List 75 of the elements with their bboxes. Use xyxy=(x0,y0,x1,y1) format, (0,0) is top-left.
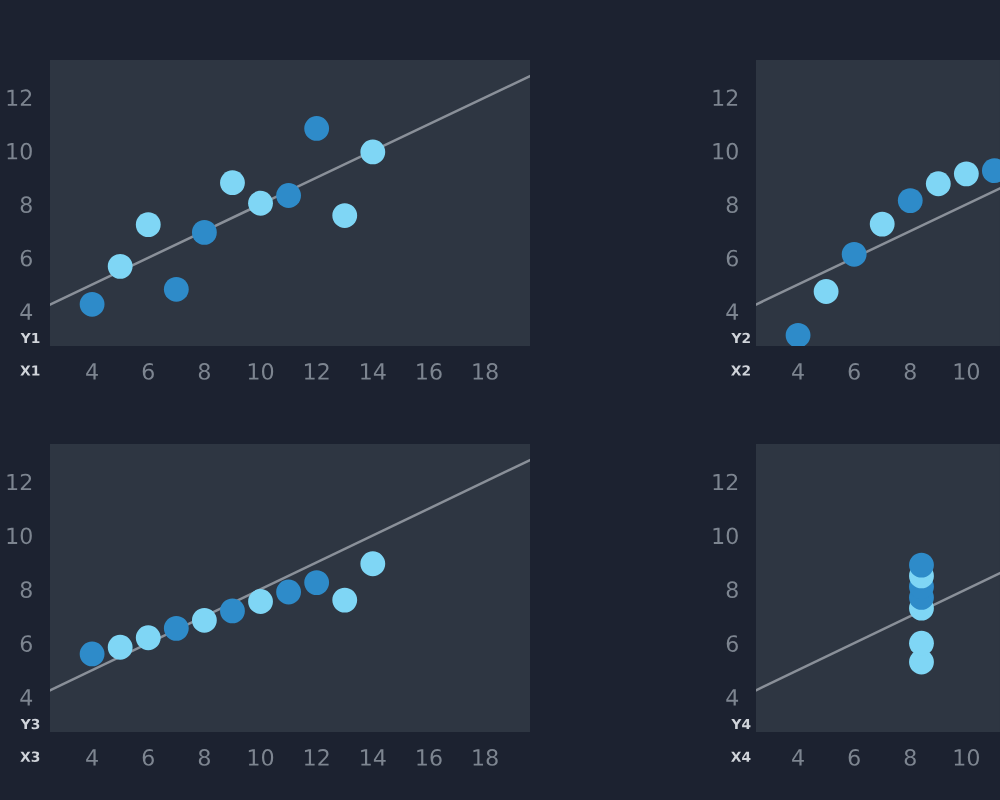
y-tick-label: 6 xyxy=(20,249,32,267)
point xyxy=(135,212,161,238)
y-tick-label: 4 xyxy=(20,689,33,706)
x-tick-label: 10 xyxy=(248,363,274,380)
x-tick-label: 10 xyxy=(954,363,980,380)
point xyxy=(79,641,105,667)
y-tick-label: 8 xyxy=(20,196,32,214)
y-tick-label: 12 xyxy=(713,89,738,106)
x-tick-label: 8 xyxy=(904,363,916,380)
point xyxy=(909,630,934,656)
point xyxy=(163,276,189,302)
x-tick-label: 14 xyxy=(361,363,386,380)
x-tick-label: 6 xyxy=(142,749,154,766)
point xyxy=(360,551,386,577)
point xyxy=(276,183,302,208)
y-tick-label: 4 xyxy=(726,689,739,706)
y-tick-label: 8 xyxy=(726,581,738,599)
point xyxy=(304,116,330,141)
x-tick-label: 4 xyxy=(792,363,804,380)
x-tick-label: 10 xyxy=(248,749,274,766)
point xyxy=(909,552,934,578)
y-tick-label: 6 xyxy=(726,635,738,652)
point xyxy=(360,139,386,165)
y-tick-label: 8 xyxy=(726,196,738,214)
x-tick-label: 8 xyxy=(904,749,916,766)
point xyxy=(841,241,867,267)
point xyxy=(220,170,245,196)
x-tick-label: 12 xyxy=(304,363,329,380)
x-tick-label: 8 xyxy=(198,749,210,766)
point xyxy=(925,171,951,197)
x-tick-label: 10 xyxy=(954,749,980,766)
x-tick-label: 16 xyxy=(417,363,442,380)
point xyxy=(869,211,895,237)
y-tick-label: 12 xyxy=(7,473,32,491)
y-tick-label: 6 xyxy=(20,635,32,652)
point xyxy=(785,322,811,346)
point xyxy=(79,291,105,317)
point xyxy=(897,188,923,214)
x-tick-label: 6 xyxy=(142,363,154,380)
point xyxy=(304,570,330,596)
point xyxy=(163,615,189,641)
point xyxy=(953,161,979,187)
point xyxy=(248,190,273,216)
x-tick-label: 4 xyxy=(86,749,98,766)
x-tick-label: 14 xyxy=(361,749,386,766)
point xyxy=(248,589,273,614)
y-tick-label: 4 xyxy=(726,303,739,320)
point xyxy=(332,587,358,613)
x-tick-label: 8 xyxy=(198,363,210,380)
point xyxy=(191,219,217,245)
x-tick-label: 18 xyxy=(473,749,498,766)
point xyxy=(813,279,839,304)
point xyxy=(220,598,245,624)
point xyxy=(276,579,302,605)
y-tick-label: 12 xyxy=(713,473,738,491)
x-tick-label: 12 xyxy=(304,749,329,766)
point xyxy=(332,203,358,228)
point xyxy=(135,625,161,651)
y-tick-label: 10 xyxy=(7,142,32,160)
y-tick-label: 12 xyxy=(7,89,32,106)
x-tick-label: 6 xyxy=(848,749,860,766)
point xyxy=(191,607,217,633)
y-tick-label: 6 xyxy=(726,249,738,267)
y-tick-label: 10 xyxy=(7,527,32,545)
y-tick-label: 10 xyxy=(713,527,738,545)
x-tick-label: 4 xyxy=(86,363,98,380)
point xyxy=(107,634,133,660)
y-tick-label: 8 xyxy=(20,581,32,599)
y-tick-label: 4 xyxy=(20,303,33,320)
point xyxy=(107,253,133,279)
y-tick-label: 10 xyxy=(713,142,738,160)
x-tick-label: 6 xyxy=(848,363,860,380)
x-tick-label: 4 xyxy=(792,749,804,766)
x-tick-label: 18 xyxy=(473,363,498,380)
x-tick-label: 16 xyxy=(417,749,442,766)
